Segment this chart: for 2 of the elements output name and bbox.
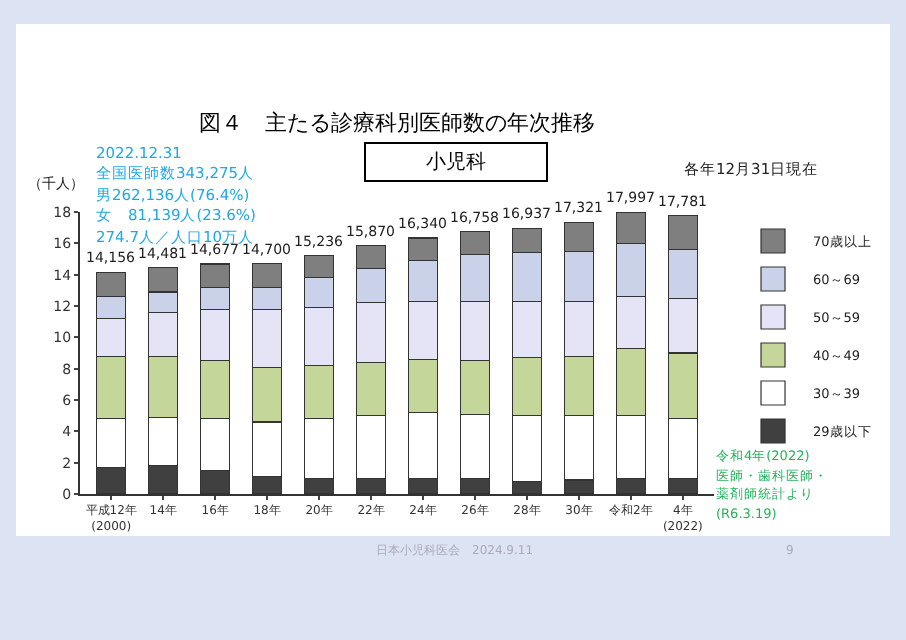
chart-title: 図４ 主たる診療科別医師数の年次推移: [199, 109, 595, 136]
chart-subtitle: 小児科: [426, 150, 486, 174]
